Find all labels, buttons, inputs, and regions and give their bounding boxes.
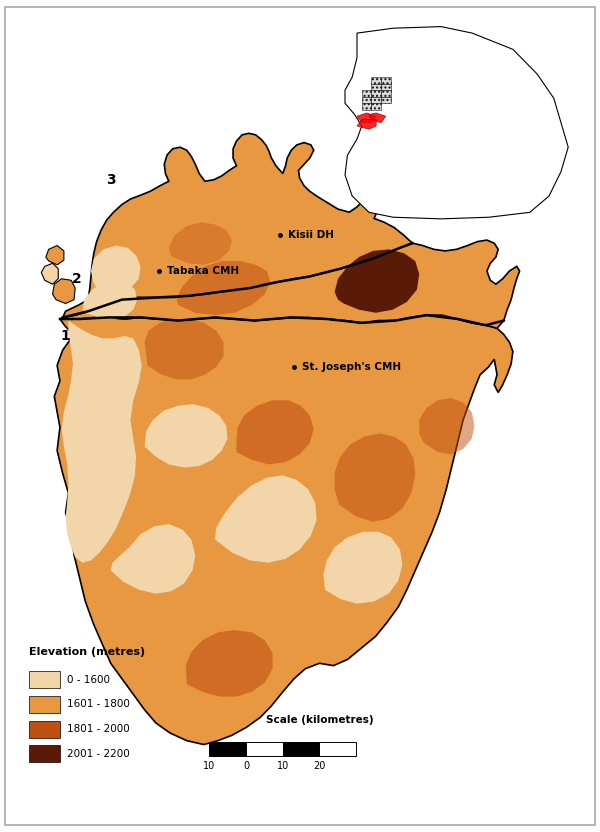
- Text: 0: 0: [243, 760, 249, 770]
- Polygon shape: [215, 475, 317, 562]
- Polygon shape: [63, 133, 412, 318]
- Bar: [29, 671, 60, 688]
- Polygon shape: [145, 319, 223, 379]
- Polygon shape: [53, 279, 75, 304]
- Text: 1601 - 1800: 1601 - 1800: [67, 700, 130, 710]
- Polygon shape: [83, 279, 137, 319]
- Polygon shape: [186, 630, 272, 696]
- Text: Elevation (metres): Elevation (metres): [29, 647, 145, 657]
- Polygon shape: [335, 250, 419, 313]
- Polygon shape: [381, 97, 391, 103]
- Text: 1801 - 2000: 1801 - 2000: [67, 724, 130, 734]
- Polygon shape: [46, 245, 64, 265]
- Polygon shape: [371, 77, 381, 83]
- Bar: [283, 742, 319, 756]
- Polygon shape: [345, 27, 568, 219]
- Polygon shape: [357, 113, 376, 122]
- Polygon shape: [110, 524, 196, 594]
- Text: Kisii DH: Kisii DH: [289, 230, 334, 240]
- Polygon shape: [91, 245, 140, 292]
- Text: 2: 2: [72, 272, 82, 285]
- Text: St. Joseph's CMH: St. Joseph's CMH: [302, 362, 401, 372]
- Polygon shape: [381, 77, 391, 83]
- Polygon shape: [362, 97, 371, 103]
- Polygon shape: [357, 120, 376, 129]
- Polygon shape: [381, 90, 391, 97]
- Bar: [209, 742, 246, 756]
- Text: 3: 3: [106, 173, 116, 186]
- Polygon shape: [371, 83, 381, 90]
- Polygon shape: [145, 404, 227, 468]
- Text: 1: 1: [61, 329, 70, 343]
- Polygon shape: [169, 222, 232, 265]
- Polygon shape: [236, 400, 314, 464]
- Bar: [29, 696, 60, 713]
- Polygon shape: [371, 97, 381, 103]
- Polygon shape: [362, 90, 371, 97]
- Polygon shape: [371, 90, 381, 97]
- Bar: [29, 721, 60, 738]
- Polygon shape: [60, 240, 520, 329]
- Polygon shape: [362, 103, 371, 110]
- Polygon shape: [371, 103, 381, 110]
- Polygon shape: [381, 83, 391, 90]
- Polygon shape: [335, 433, 415, 522]
- Polygon shape: [41, 263, 58, 285]
- Polygon shape: [323, 532, 402, 604]
- Polygon shape: [62, 320, 142, 562]
- Text: 2001 - 2200: 2001 - 2200: [67, 749, 130, 759]
- Bar: [29, 745, 60, 762]
- Bar: [246, 742, 283, 756]
- Text: 10: 10: [203, 760, 215, 770]
- Polygon shape: [176, 261, 271, 315]
- Text: Scale (kilometres): Scale (kilometres): [266, 716, 373, 726]
- Text: 0 - 1600: 0 - 1600: [67, 675, 110, 685]
- Polygon shape: [54, 315, 513, 745]
- Polygon shape: [419, 398, 475, 454]
- Text: 10: 10: [277, 760, 289, 770]
- Bar: [319, 742, 356, 756]
- Text: 20: 20: [313, 760, 326, 770]
- Polygon shape: [369, 113, 386, 122]
- Text: Tabaka CMH: Tabaka CMH: [167, 266, 239, 276]
